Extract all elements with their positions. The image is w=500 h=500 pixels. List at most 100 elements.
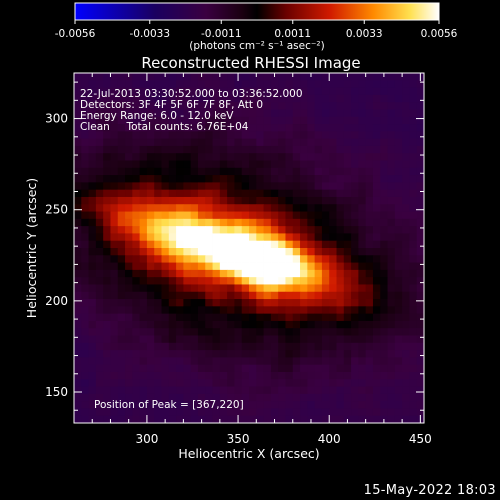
- heatmap-cell: [343, 211, 352, 220]
- heatmap-cell: [358, 306, 367, 315]
- heatmap-cell: [234, 350, 243, 358]
- heatmap-cell: [183, 145, 192, 154]
- heatmap-cell: [292, 226, 301, 234]
- heatmap-cell: [394, 160, 403, 169]
- heatmap-cell: [336, 160, 345, 169]
- heatmap-cell: [234, 328, 243, 336]
- heatmap-cell: [103, 299, 111, 307]
- heatmap-cell: [74, 80, 82, 88]
- heatmap-cell: [95, 240, 104, 249]
- heatmap-cell: [146, 116, 155, 125]
- heatmap-cell: [132, 306, 141, 315]
- heatmap-cell: [161, 182, 170, 191]
- heatmap-cell: [176, 284, 184, 293]
- heatmap-cell: [125, 269, 133, 278]
- heatmap-cell: [263, 153, 272, 161]
- heatmap-cell: [307, 175, 316, 183]
- heatmap-cell: [394, 211, 403, 220]
- heatmap-cell: [300, 167, 308, 176]
- heatmap-cell: [176, 401, 184, 409]
- heatmap-cell: [74, 350, 82, 358]
- heatmap-cell: [110, 233, 119, 242]
- heatmap-cell: [365, 342, 374, 351]
- heatmap-cell: [300, 401, 308, 409]
- heatmap-cell: [402, 342, 410, 351]
- heatmap-cell: [416, 284, 425, 293]
- heatmap-cell: [161, 262, 170, 271]
- heatmap-cell: [307, 364, 316, 373]
- heatmap-cell: [372, 218, 381, 227]
- heatmap-cell: [249, 401, 257, 409]
- heatmap-cell: [416, 328, 425, 336]
- heatmap-cell: [409, 218, 418, 227]
- heatmap-cell: [416, 116, 425, 125]
- y-tick-label: 200: [45, 294, 68, 308]
- heatmap-cell: [110, 313, 119, 322]
- heatmap-cell: [154, 335, 162, 344]
- heatmap-cell: [234, 131, 243, 140]
- heatmap-cell: [154, 364, 162, 373]
- heatmap-cell: [110, 131, 119, 140]
- heatmap-cell: [358, 226, 367, 234]
- heatmap-cell: [176, 357, 184, 366]
- heatmap-cell: [161, 386, 170, 395]
- heatmap-cell: [409, 94, 418, 103]
- heatmap-cell: [329, 364, 337, 373]
- heatmap-cell: [300, 291, 308, 300]
- heatmap-cell: [329, 320, 337, 329]
- heatmap-cell: [263, 408, 272, 417]
- heatmap-cell: [321, 182, 330, 191]
- heatmap-cell: [278, 269, 286, 278]
- heatmap-cell: [190, 233, 199, 242]
- heatmap-cell: [365, 255, 374, 263]
- y-tick-label: 300: [45, 112, 68, 126]
- heatmap-cell: [278, 175, 286, 183]
- heatmap-cell: [409, 138, 418, 147]
- heatmap-cell: [372, 364, 381, 373]
- heatmap-cell: [394, 218, 403, 227]
- heatmap-cell: [183, 313, 192, 322]
- heatmap-cell: [416, 350, 425, 358]
- heatmap-cell: [168, 306, 177, 315]
- heatmap-cell: [190, 357, 199, 366]
- heatmap-cell: [81, 167, 89, 176]
- heatmap-cell: [329, 233, 337, 242]
- heatmap-cell: [300, 255, 308, 263]
- heatmap-cell: [103, 386, 111, 395]
- heatmap-cell: [88, 371, 97, 380]
- heatmap-cell: [197, 320, 206, 329]
- heatmap-cell: [74, 306, 82, 315]
- heatmap-cell: [132, 138, 141, 147]
- heatmap-cell: [358, 393, 367, 402]
- heatmap-cell: [402, 73, 410, 81]
- heatmap-cell: [176, 124, 184, 132]
- heatmap-cell: [125, 240, 133, 249]
- heatmap-cell: [285, 364, 294, 373]
- heatmap-cell: [183, 233, 192, 242]
- heatmap-cell: [329, 87, 337, 96]
- heatmap-cell: [88, 218, 97, 227]
- heatmap-cell: [125, 350, 133, 358]
- heatmap-cell: [278, 393, 286, 402]
- heatmap-cell: [292, 189, 301, 198]
- heatmap-cell: [351, 386, 359, 395]
- heatmap-cell: [329, 145, 337, 154]
- heatmap-cell: [307, 196, 316, 205]
- heatmap-cell: [161, 248, 170, 256]
- heatmap-cell: [358, 328, 367, 336]
- heatmap-cell: [307, 328, 316, 336]
- heatmap-cell: [219, 240, 228, 249]
- heatmap-cell: [343, 160, 352, 169]
- heatmap-cell: [117, 153, 126, 161]
- heatmap-cell: [307, 408, 316, 417]
- heatmap-cell: [278, 313, 286, 322]
- heatmap-cell: [205, 145, 213, 154]
- heatmap-cell: [343, 284, 352, 293]
- heatmap-cell: [81, 94, 89, 103]
- heatmap-cell: [387, 233, 396, 242]
- heatmap-cell: [329, 240, 337, 249]
- heatmap-cell: [256, 87, 264, 96]
- heatmap-cell: [117, 218, 126, 227]
- heatmap-cell: [300, 175, 308, 183]
- heatmap-cell: [139, 160, 148, 169]
